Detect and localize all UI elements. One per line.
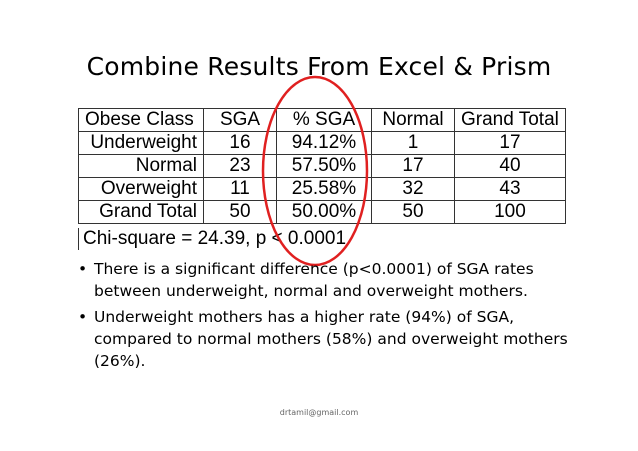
bullet-dot: •: [78, 260, 88, 278]
cell-grand-total: 100: [454, 200, 566, 224]
cell-sga: 16: [203, 131, 277, 155]
slide-title: Combine Results From Excel & Prism: [86, 52, 552, 81]
cell-normal: 1: [371, 131, 455, 155]
chi-square-result: Chi-square = 24.39, p < 0.0001: [78, 228, 363, 250]
cell-pct-sga: 50.00%: [276, 200, 372, 224]
cell-grand-total: 43: [454, 177, 566, 201]
cell-normal: 17: [371, 154, 455, 178]
cell-pct-sga: 25.58%: [276, 177, 372, 201]
cell-sga: 23: [203, 154, 277, 178]
header-grand-total: Grand Total: [454, 108, 566, 132]
results-table: Obese Class SGA % SGA Normal Grand Total…: [78, 108, 566, 224]
bullet-dot: •: [78, 308, 88, 326]
cell-class: Normal: [78, 154, 204, 178]
cell-grand-total: 40: [454, 154, 566, 178]
table-row: Normal 23 57.50% 17 40: [78, 154, 566, 178]
bullet-item: • There is a significant difference (p<0…: [78, 258, 578, 302]
cell-sga: 50: [203, 200, 277, 224]
cell-pct-sga: 57.50%: [276, 154, 372, 178]
table-row: Grand Total 50 50.00% 50 100: [78, 200, 566, 224]
cell-class: Overweight: [78, 177, 204, 201]
cell-normal: 32: [371, 177, 455, 201]
cell-pct-sga: 94.12%: [276, 131, 372, 155]
header-pct-sga: % SGA: [276, 108, 372, 132]
cell-sga: 11: [203, 177, 277, 201]
cell-grand-total: 17: [454, 131, 566, 155]
header-sga: SGA: [203, 108, 277, 132]
bullet-text: There is a significant difference (p<0.0…: [94, 260, 534, 300]
table-row: Underweight 16 94.12% 1 17: [78, 131, 566, 155]
results-table-wrap: Obese Class SGA % SGA Normal Grand Total…: [78, 108, 566, 224]
table-header-row: Obese Class SGA % SGA Normal Grand Total: [78, 108, 566, 132]
header-normal: Normal: [371, 108, 455, 132]
footer-email: drtamil@gmail.com: [279, 408, 359, 417]
bullet-list: • There is a significant difference (p<0…: [78, 258, 578, 376]
bullet-text: Underweight mothers has a higher rate (9…: [94, 308, 568, 370]
header-obese-class: Obese Class: [78, 108, 204, 132]
cell-class: Grand Total: [78, 200, 204, 224]
table-row: Overweight 11 25.58% 32 43: [78, 177, 566, 201]
cell-normal: 50: [371, 200, 455, 224]
cell-class: Underweight: [78, 131, 204, 155]
bullet-item: • Underweight mothers has a higher rate …: [78, 306, 578, 372]
